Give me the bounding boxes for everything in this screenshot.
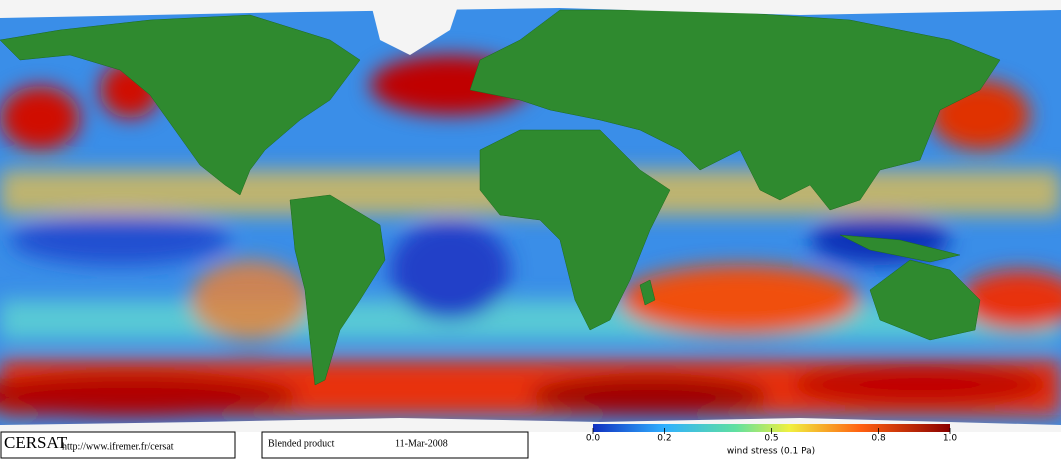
colorbar-tick-label: 0.5	[764, 434, 778, 444]
colorbar-tick-label: 0.0	[586, 434, 601, 444]
greenland	[370, 0, 460, 55]
patch	[0, 86, 80, 150]
patch	[960, 270, 1061, 330]
date: 11-Mar-2008	[395, 438, 448, 449]
patch	[10, 215, 230, 265]
product: Blended product	[268, 438, 335, 449]
madagascar	[639, 279, 656, 306]
colorbar-label: wind stress (0.1 Pa)	[727, 447, 815, 457]
africa	[479, 129, 671, 331]
continents	[0, 9, 1001, 386]
url: http://www.ifremer.fr/cersat	[62, 441, 174, 452]
patch	[390, 220, 510, 320]
patch	[620, 265, 860, 335]
south-america	[289, 194, 386, 386]
credit: CERSAT	[4, 433, 68, 452]
colorbar-tick-label: 0.2	[657, 434, 671, 444]
product-box	[261, 431, 529, 459]
patch	[530, 375, 770, 415]
wind-patches	[0, 55, 1061, 417]
arctic	[0, 0, 1061, 18]
colorbar-tick-label: 0.8	[871, 434, 886, 444]
north-america	[0, 14, 361, 196]
patch	[190, 260, 310, 340]
patch	[790, 365, 1050, 405]
patch	[0, 373, 300, 417]
indonesia	[839, 234, 961, 263]
credit-box	[0, 431, 236, 459]
australia	[869, 259, 981, 341]
colorbar-tick-label: 1.0	[943, 434, 958, 444]
